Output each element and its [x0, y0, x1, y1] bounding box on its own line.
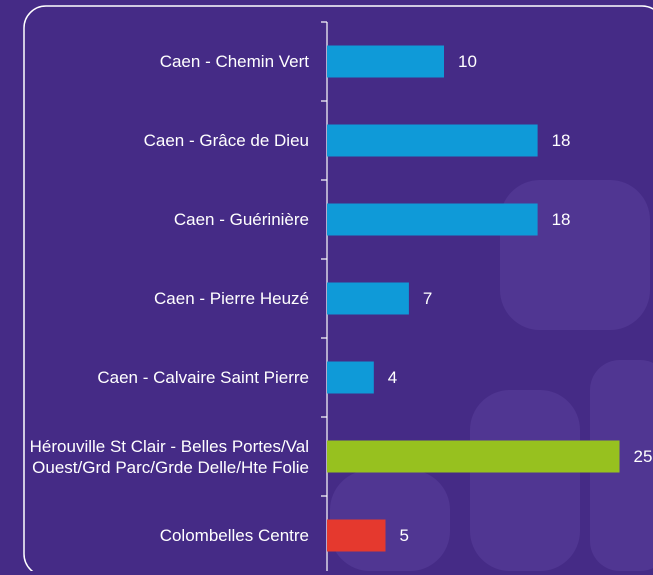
bar: [327, 282, 409, 315]
category-label: Caen - Guérinière: [173, 210, 309, 229]
bar: [327, 440, 620, 473]
value-label: 10: [458, 52, 477, 71]
value-label: 18: [552, 210, 571, 229]
value-label: 5: [400, 526, 409, 545]
value-label: 18: [552, 131, 571, 150]
category-label: Colombelles Centre: [159, 526, 309, 545]
frame: [23, 5, 653, 571]
value-label: 25: [634, 447, 653, 466]
category-label: Caen - Calvaire Saint Pierre: [97, 368, 309, 387]
bar: [327, 361, 374, 394]
category-label: Caen - Grâce de Dieu: [143, 131, 309, 150]
bar: [327, 45, 444, 78]
bar: [327, 519, 386, 552]
category-label: Caen - Pierre Heuzé: [154, 289, 309, 308]
decoration: [330, 180, 653, 571]
category-label: Hérouville St Clair - Belles Portes/Val …: [29, 436, 309, 477]
value-label: 4: [388, 368, 397, 387]
bar: [327, 124, 538, 157]
bar: [327, 203, 538, 236]
value-label: 7: [423, 289, 432, 308]
category-label: Caen - Chemin Vert: [159, 52, 309, 71]
